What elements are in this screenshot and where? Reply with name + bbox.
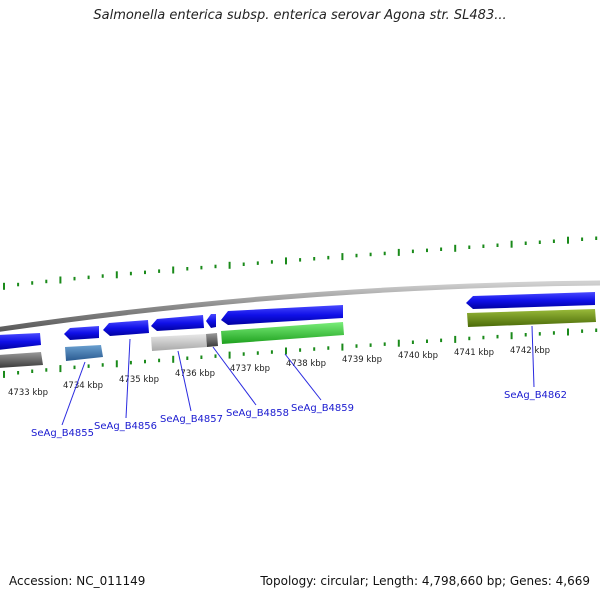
gene-reverse-dark-left[interactable] — [0, 352, 43, 368]
genome-backbone — [0, 280, 600, 332]
gene-forward-7[interactable] — [466, 292, 595, 309]
scale-label: 4742 kbp — [510, 346, 550, 356]
scale-labels: 4733 kbp 4734 kbp 4735 kbp 4736 kbp 4737… — [8, 346, 550, 398]
gene-forward-3[interactable] — [103, 320, 149, 336]
gene-forward-2[interactable] — [64, 326, 99, 340]
accession-text: Accession: NC_011149 — [9, 574, 146, 588]
inner-tick-ring — [3, 328, 598, 378]
gene-label[interactable]: SeAg_B4855 — [31, 428, 94, 439]
gene-reverse-olive[interactable] — [467, 309, 596, 327]
gene-label[interactable]: SeAg_B4856 — [94, 421, 157, 432]
gene-reverse-dark-small[interactable] — [206, 333, 218, 347]
gene-reverse-green[interactable] — [221, 322, 344, 344]
scale-label: 4734 kbp — [63, 381, 103, 391]
callout-line — [125, 338, 131, 419]
gene-reverse-steel[interactable] — [65, 345, 103, 361]
genome-stats-text: Topology: circular; Length: 4,798,660 bp… — [260, 574, 590, 588]
scale-label: 4736 kbp — [175, 369, 215, 379]
gene-label[interactable]: SeAg_B4857 — [160, 414, 223, 425]
gene-label[interactable]: SeAg_B4859 — [291, 403, 354, 414]
callout-line — [212, 346, 257, 406]
scale-label: 4741 kbp — [454, 348, 494, 358]
reverse-strand-genes — [0, 309, 596, 368]
callout-line — [177, 350, 192, 412]
scale-label: 4735 kbp — [119, 375, 159, 385]
scale-label: 4740 kbp — [398, 351, 438, 361]
callout-line — [61, 361, 86, 426]
gene-reverse-light[interactable] — [151, 334, 207, 351]
gene-forward-1[interactable] — [0, 333, 41, 350]
gene-forward-4[interactable] — [151, 315, 204, 331]
gene-labels: SeAg_B4855 SeAg_B4856 SeAg_B4857 SeAg_B4… — [31, 390, 567, 439]
gene-forward-6[interactable] — [221, 305, 343, 325]
callout-line — [531, 325, 535, 388]
gene-forward-5[interactable] — [206, 314, 216, 328]
gene-callout-lines — [61, 325, 535, 426]
scale-label: 4733 kbp — [8, 388, 48, 398]
scale-label: 4738 kbp — [286, 359, 326, 369]
callout-line — [284, 353, 322, 401]
forward-strand-genes — [0, 292, 595, 350]
scale-label: 4737 kbp — [230, 364, 270, 374]
outer-tick-ring — [3, 236, 598, 290]
scale-label: 4739 kbp — [342, 355, 382, 365]
gene-label[interactable]: SeAg_B4862 — [504, 390, 567, 401]
genome-title: Salmonella enterica subsp. enterica sero… — [93, 8, 507, 23]
gene-label[interactable]: SeAg_B4858 — [226, 408, 289, 419]
